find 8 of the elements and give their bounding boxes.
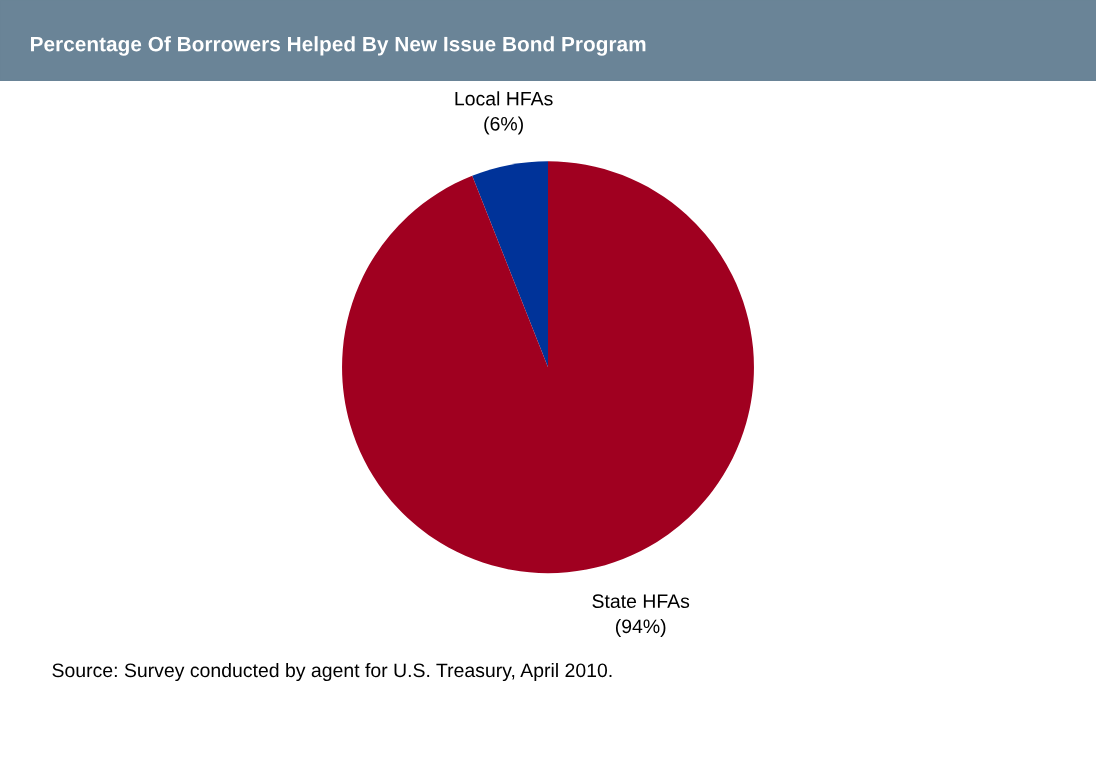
slice-label: State HFAs bbox=[592, 594, 690, 609]
source-note: Source: Survey conducted by agent for U.S. Treasury, April 2010. bbox=[52, 662, 612, 682]
chart-title: Percentage Of Borrowers Helped By New Issue Bond Program bbox=[30, 36, 646, 56]
data-label: (6%) bbox=[484, 116, 523, 135]
slice-label: Local HFAs bbox=[455, 91, 553, 106]
data-label: (94%) bbox=[615, 618, 666, 638]
pie-slice bbox=[472, 161, 548, 368]
pie-slice bbox=[342, 161, 754, 574]
